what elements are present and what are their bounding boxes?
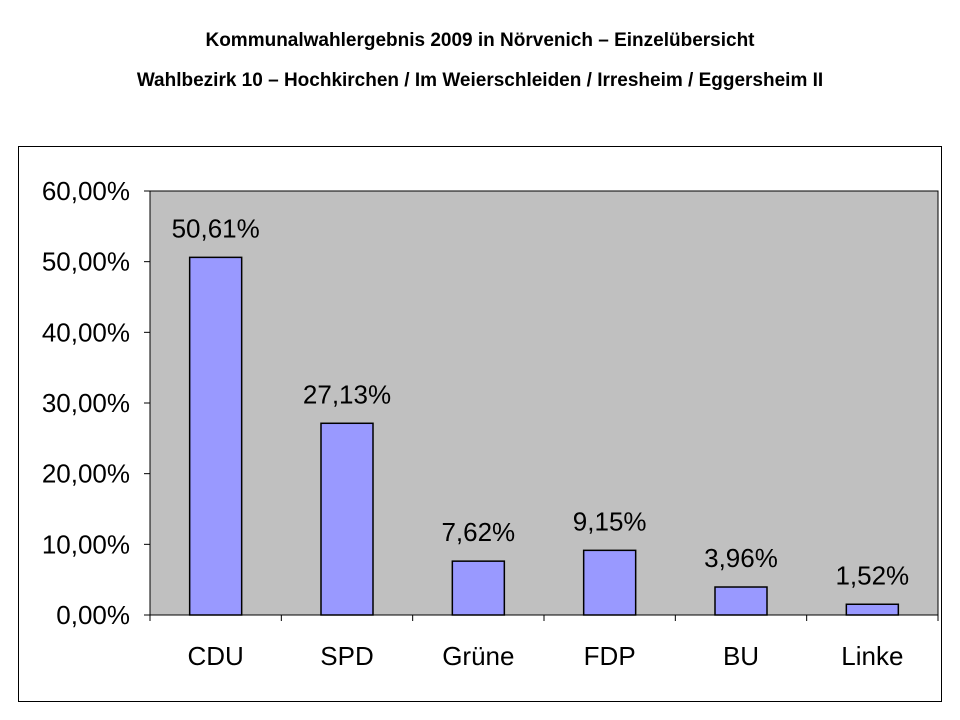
data-label: 7,62% (441, 517, 515, 547)
y-tick-label: 20,00% (42, 459, 130, 489)
bar-bu (714, 586, 768, 616)
y-tick-label: 50,00% (42, 247, 130, 277)
chart-subtitle: Wahlbezirk 10 – Hochkirchen / Im Weiersc… (136, 70, 824, 91)
data-label: 1,52% (835, 560, 909, 590)
y-tick-label: 60,00% (42, 176, 130, 206)
x-category-label: CDU (187, 641, 243, 671)
data-label: 50,61% (172, 213, 260, 243)
y-tick-label: 10,00% (42, 529, 130, 559)
x-category-label: Grüne (442, 641, 514, 671)
chart-title: Kommunalwahlergebnis 2009 in Nörvenich –… (205, 30, 755, 51)
x-category-label: SPD (320, 641, 373, 671)
y-tick-label: 0,00% (56, 600, 130, 630)
x-category-label: BU (723, 641, 759, 671)
y-tick-label: 40,00% (42, 317, 130, 347)
bar-spd (320, 422, 374, 616)
bar-fdp (582, 549, 637, 616)
data-label: 3,96% (704, 543, 778, 573)
bar-grüne (451, 560, 506, 616)
data-label: 9,15% (573, 506, 647, 536)
bar-chart: 0,00% 10,00% 20,00% 30,00% 40,00% 50,00% 60,00… (42, 176, 939, 671)
x-category-label: FDP (584, 641, 636, 671)
x-category-label: Linke (841, 641, 903, 671)
chart-frame: 0,00% 10,00% 20,00% 30,00% 40,00% 50,00% 60,00… (18, 146, 942, 702)
plot-area (149, 190, 939, 616)
bar-cdu (188, 256, 243, 616)
bar-linke (845, 603, 900, 616)
y-tick-label: 30,00% (42, 388, 130, 418)
data-label: 27,13% (303, 379, 391, 409)
